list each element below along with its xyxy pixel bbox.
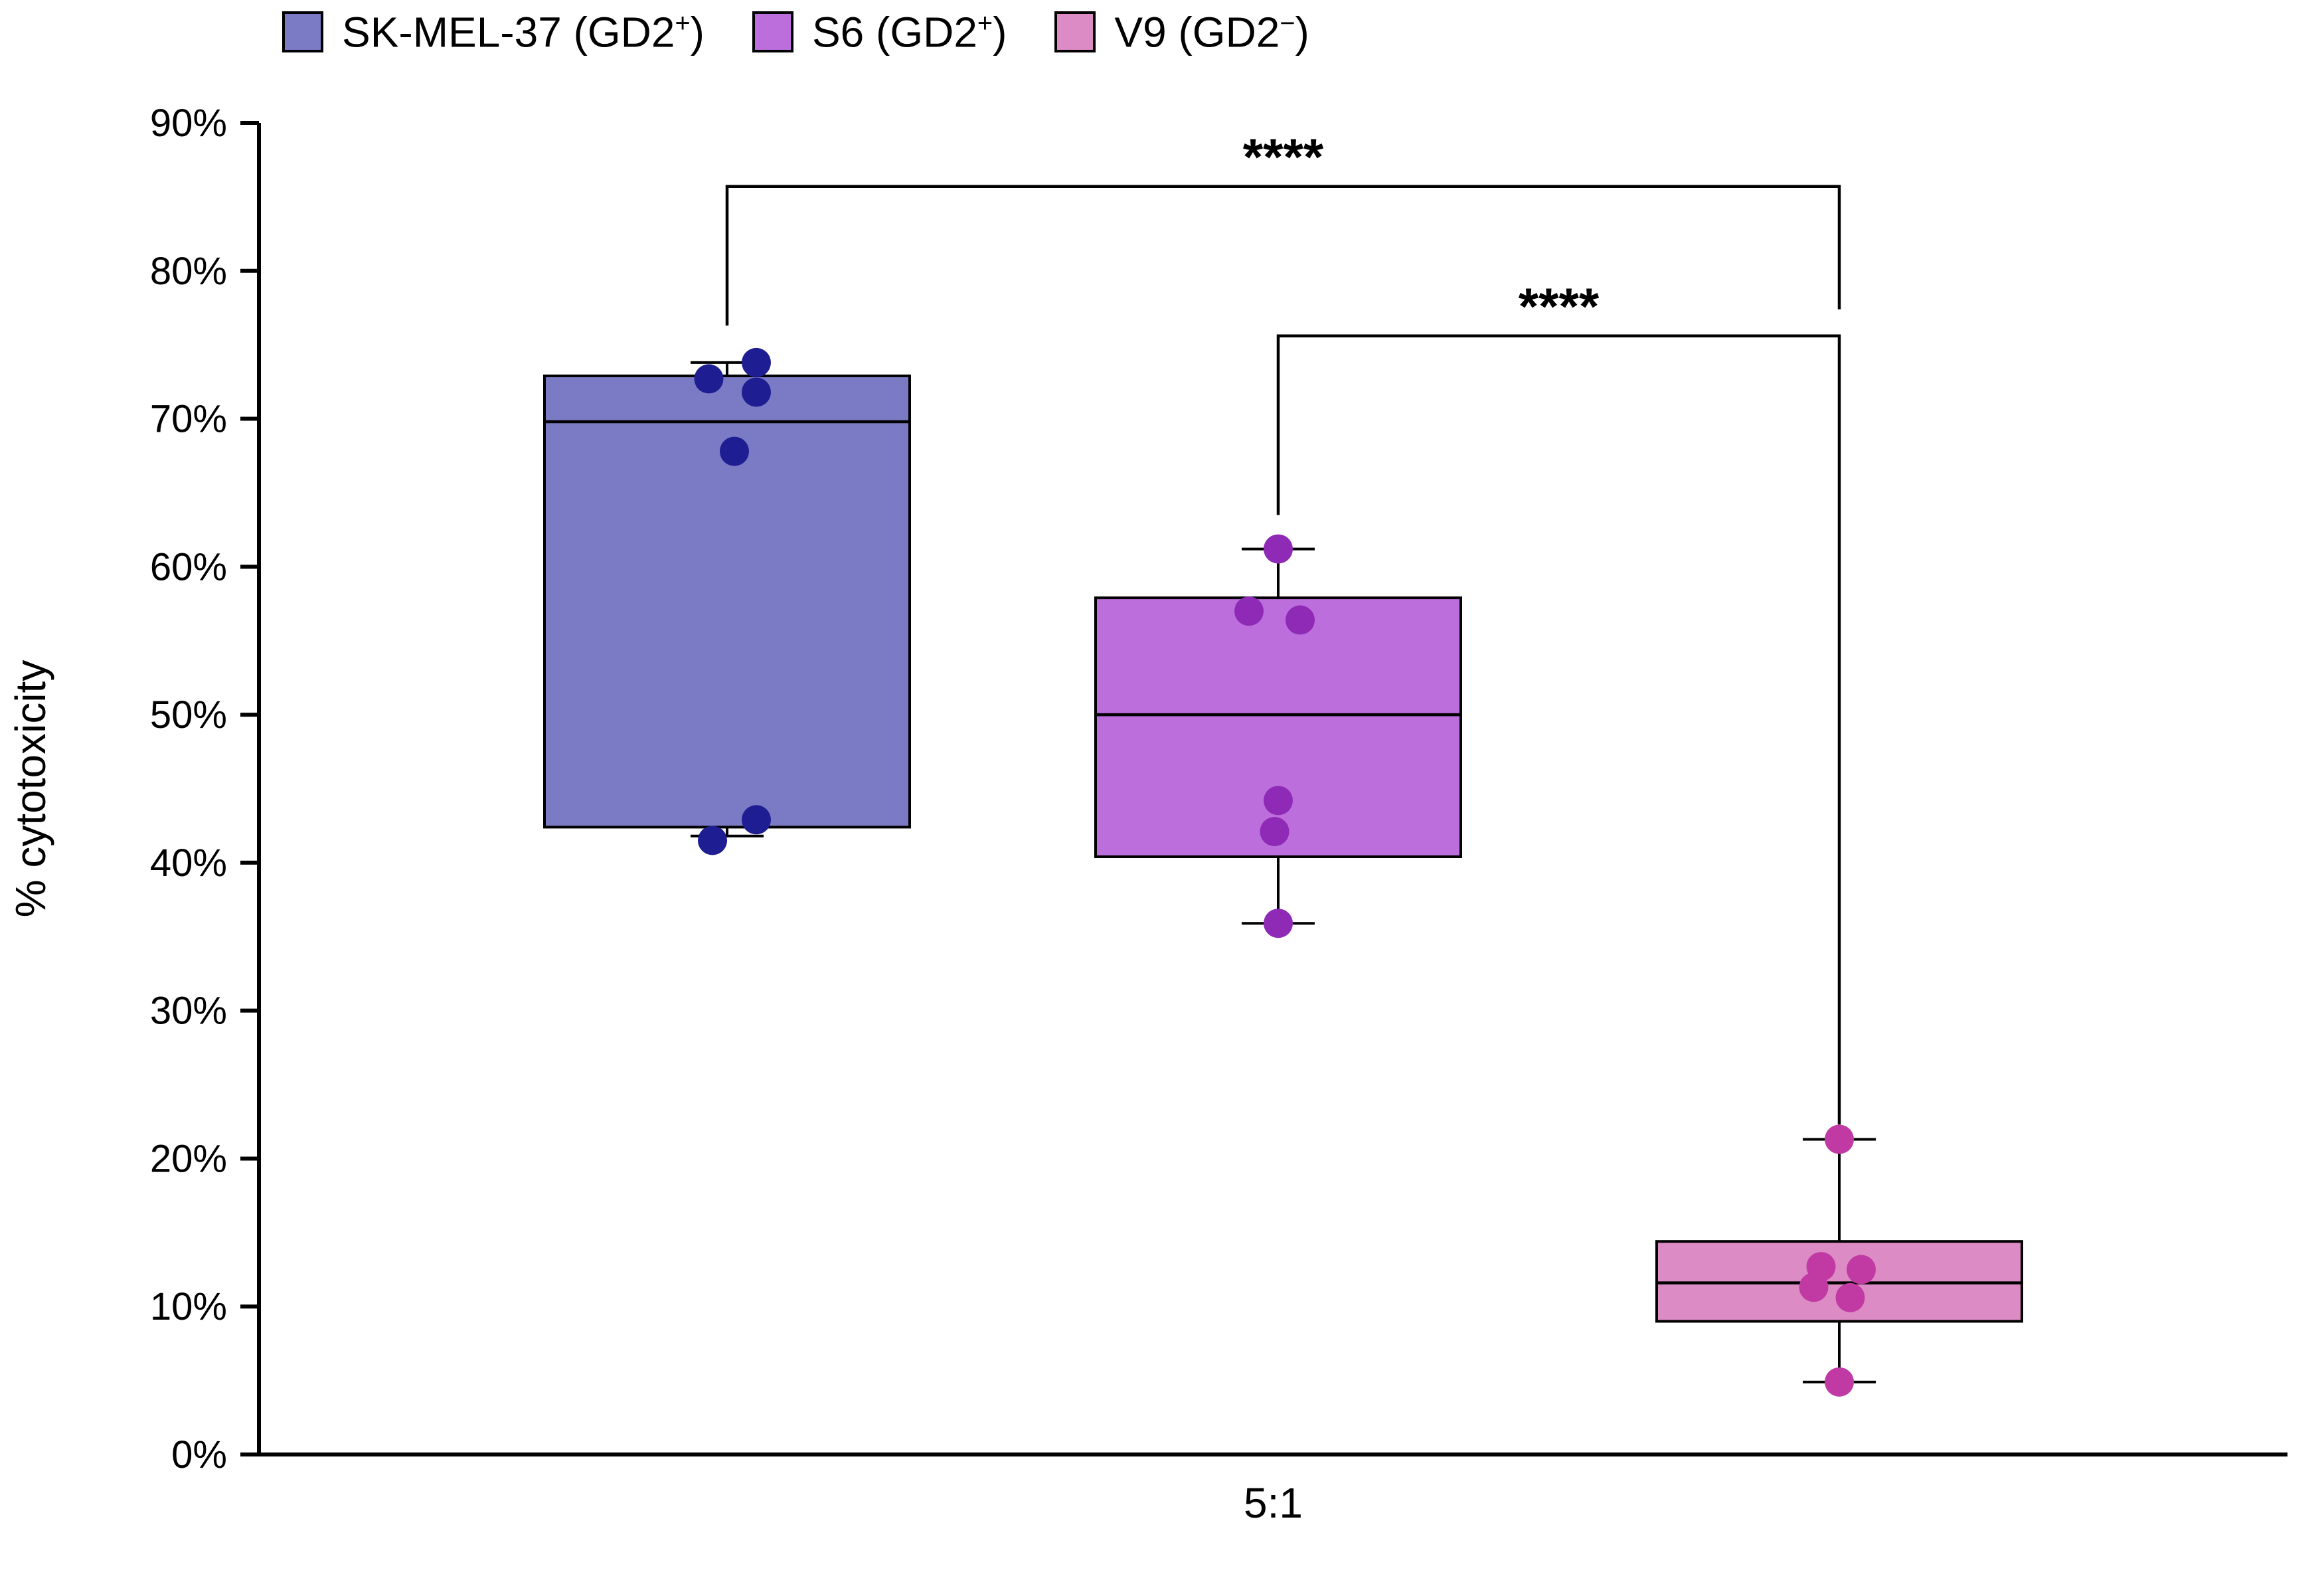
data-point-sk-mel-37-gd2	[742, 377, 771, 407]
data-point-v9-gd2	[1825, 1367, 1854, 1397]
y-tick-label: 90%	[150, 102, 227, 145]
data-point-v9-gd2	[1835, 1282, 1865, 1312]
legend: SK-MEL-37 (GD2+) S6 (GD2+) V9 (GD2−)	[282, 8, 1309, 56]
legend-item-s6-gd2: S6 (GD2+)	[752, 8, 1007, 56]
legend-item-v9-gd2: V9 (GD2−)	[1054, 8, 1309, 56]
y-tick-label: 80%	[150, 250, 227, 293]
significance-bracket-2	[1276, 334, 1841, 1125]
significance-stars-1: ****	[1243, 128, 1324, 186]
data-point-s6-gd2	[1264, 909, 1293, 938]
data-point-sk-mel-37-gd2	[698, 826, 727, 855]
y-axis-label: % cytotoxicity	[7, 660, 54, 918]
data-point-sk-mel-37-gd2	[694, 364, 724, 394]
y-tick-label: 50%	[150, 693, 227, 737]
legend-swatch-v9-gd2	[1054, 11, 1096, 53]
significance-stars-2: ****	[1519, 277, 1600, 335]
y-tick-label: 70%	[150, 398, 227, 441]
y-tick-label: 0%	[171, 1433, 227, 1476]
data-point-sk-mel-37-gd2	[742, 805, 771, 835]
data-point-s6-gd2	[1260, 817, 1289, 847]
y-tick-label: 10%	[150, 1285, 227, 1328]
y-tick-label: 20%	[150, 1137, 227, 1180]
x-tick-label: 5:1	[1244, 1479, 1303, 1527]
y-tick-label: 40%	[150, 841, 227, 885]
data-point-s6-gd2	[1234, 596, 1264, 626]
data-point-sk-mel-37-gd2	[742, 347, 771, 377]
data-point-s6-gd2	[1264, 534, 1293, 564]
data-point-v9-gd2	[1847, 1255, 1876, 1284]
legend-swatch-s6-gd2	[752, 11, 793, 53]
legend-label-v9-gd2: V9 (GD2−)	[1114, 8, 1309, 56]
legend-label-sk-mel-37-gd2: SK-MEL-37 (GD2+)	[342, 8, 705, 56]
data-point-sk-mel-37-gd2	[720, 436, 749, 466]
data-point-v9-gd2	[1799, 1273, 1829, 1302]
data-point-s6-gd2	[1286, 605, 1315, 635]
legend-label-s6-gd2: S6 (GD2+)	[811, 8, 1007, 56]
legend-item-sk-mel-37-gd2: SK-MEL-37 (GD2+)	[282, 8, 705, 56]
y-tick-label: 30%	[150, 990, 227, 1033]
legend-swatch-sk-mel-37-gd2	[282, 11, 323, 53]
significance-bracket-1	[725, 185, 1841, 326]
y-tick-label: 60%	[150, 545, 227, 588]
data-point-v9-gd2	[1825, 1124, 1854, 1154]
data-point-s6-gd2	[1264, 786, 1293, 816]
